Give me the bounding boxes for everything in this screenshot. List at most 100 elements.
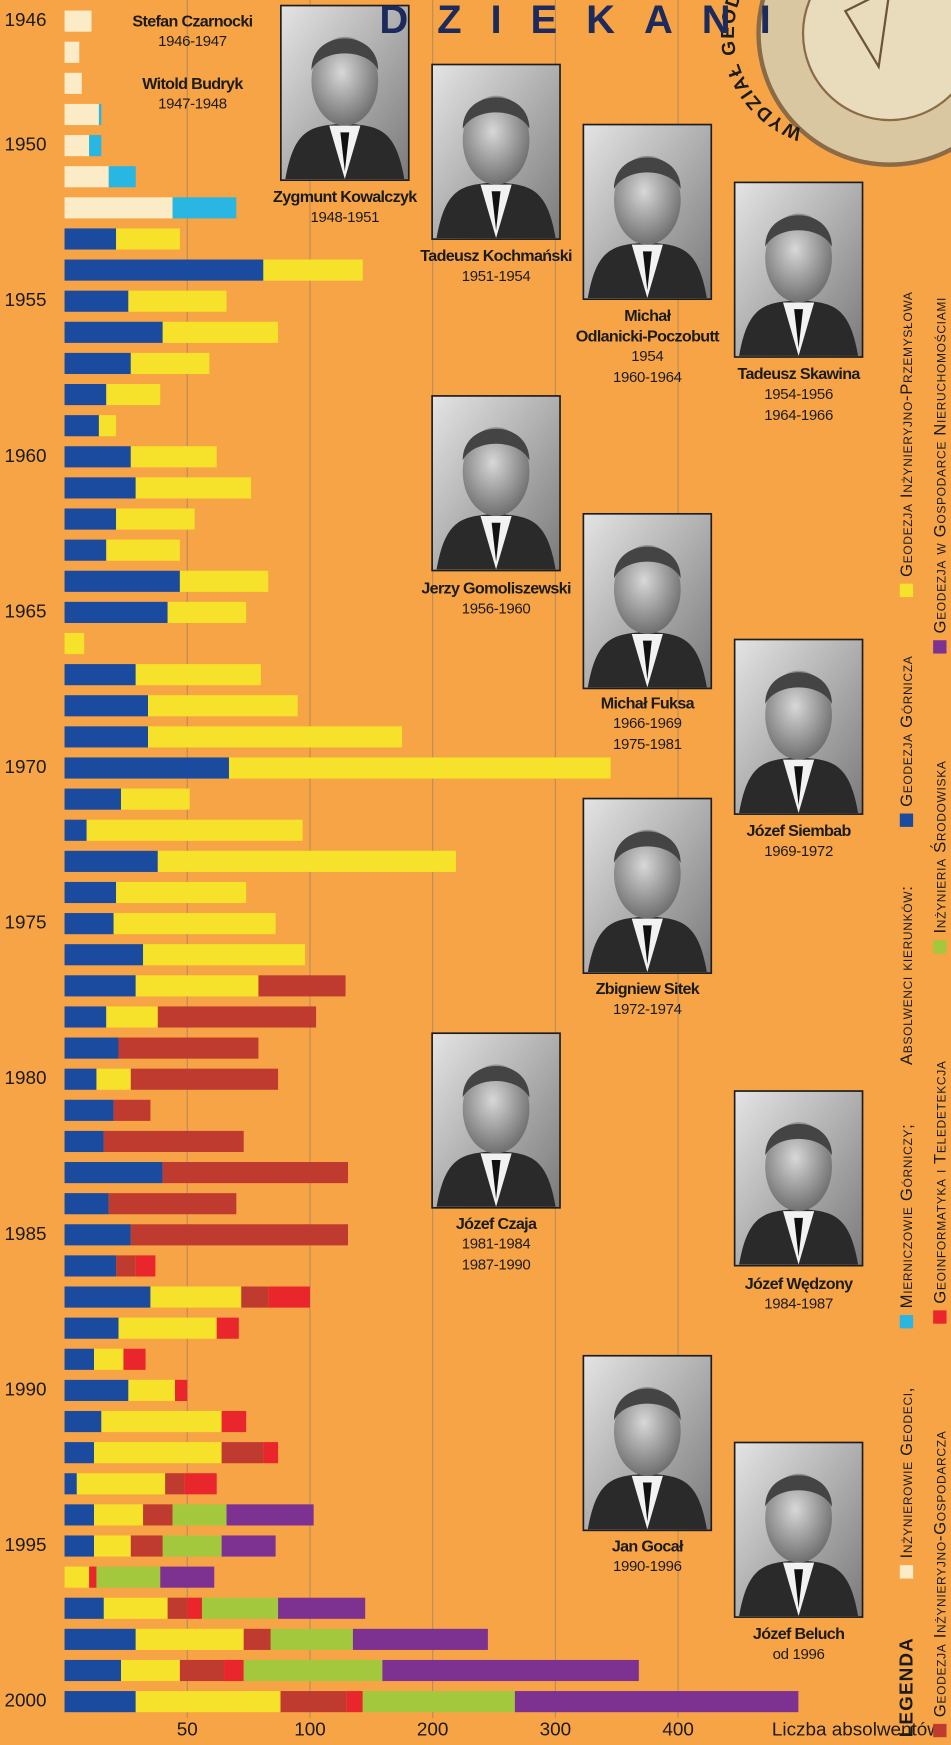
bar-segment [185,1473,217,1494]
bar-segment [65,1286,151,1307]
bar-segment [65,446,131,467]
y-tick-label: 1946 [4,10,46,31]
bar-segment [128,291,226,312]
y-tick-label: 1950 [4,135,46,156]
bar-segment [180,1660,224,1681]
bar-segment [65,415,99,436]
bar-segment [65,540,107,561]
bar-segment [65,477,136,498]
bar-segment [89,135,101,156]
y-tick-label: 1965 [4,601,46,622]
bar-segment [106,540,180,561]
legend-label: Inżynieria Środowiska [930,760,949,933]
bar-segment [65,135,90,156]
bar-segment [119,1038,259,1059]
dean-name: Michał Fuksa [601,694,696,712]
bar-segment [382,1660,638,1681]
bar-segment [96,1567,160,1588]
y-tick-label: 1990 [4,1379,46,1400]
bar-segment [119,1318,217,1339]
legend-swatch [900,1315,913,1328]
bar-segment [106,384,160,405]
bar-segment [65,882,117,903]
portrait [583,799,711,974]
bar-segment [160,1567,214,1588]
bar-segment [175,1380,187,1401]
dean-term: 1964-1966 [764,407,833,424]
bar-segment [136,477,251,498]
legend-swatch [933,940,946,953]
bar-segment [222,1411,247,1432]
bar-segment [65,508,117,529]
portrait [432,1033,560,1208]
bar-segment [222,1442,264,1463]
title: DZIEKANI [379,0,799,42]
portrait [735,1442,863,1617]
bar-segment [65,789,121,810]
x-tick-label: 400 [662,1720,694,1741]
dean-term: 1956-1960 [462,600,531,617]
bar-segment [268,1286,310,1307]
dean-name: Tadeusz Skawina [737,365,861,383]
dean-term: 1946-1947 [158,33,227,50]
bar-segment [131,446,217,467]
bar-segment [163,322,278,343]
bar-segment [94,1442,222,1463]
bar-segment [116,228,180,249]
bar-segment [65,166,109,187]
bar-segment [136,664,261,685]
dean-name: Józef Czaja [456,1215,538,1233]
bar-segment [143,1504,172,1525]
bar-segment [123,1349,145,1370]
bar-segment [347,1691,363,1712]
dean-name: Józef Beluch [753,1625,844,1643]
bar-segment [104,1598,168,1619]
bar-segment [65,260,264,281]
legend-swatch [933,1724,946,1737]
bar-segment [131,1224,348,1245]
bar-segment [65,42,80,63]
bar-segment [244,1660,383,1681]
bar-segment [131,1535,163,1556]
dean-term: 1954 [631,348,663,365]
portrait [735,639,863,814]
bar-segment [65,633,85,654]
legend-label: Mierniczowie Górniczy; [897,1124,916,1309]
bar-segment [258,975,345,996]
bar-segment [104,1131,244,1152]
bar-segment [94,1349,123,1370]
dean-name: Witold Budryk [142,75,243,93]
y-tick-label: 1960 [4,446,46,467]
bar-segment [168,1598,188,1619]
dean-term: 1960-1964 [613,369,682,386]
legend-swatch [900,1565,913,1578]
bar-segment [187,1598,202,1619]
dean-term: 1981-1984 [462,1235,531,1252]
bar-segment [94,1535,131,1556]
legend-label: Geodezja w Gospodarce Nieruchomościami [930,297,949,634]
bar-segment [65,104,99,125]
bar-segment [109,1193,237,1214]
bar-segment [65,664,136,685]
bar-segment [87,820,303,841]
portrait [583,125,711,300]
dean-term: 1987-1990 [462,1257,531,1274]
bar-segment [121,789,190,810]
legend: LEGENDAInżynierowie Geodeci,Mierniczowie… [897,291,950,1737]
legend-label: Geodezja Górnicza [897,656,916,807]
bar-segment [136,1691,281,1712]
dean-term: 1948-1951 [310,209,379,226]
bar-segment [515,1691,798,1712]
bar-segment [121,1660,180,1681]
bar-segment [148,695,298,716]
bar-segment [278,1598,365,1619]
bar-segment [202,1598,278,1619]
legend-note: Absolwenci kierunków: [897,885,916,1065]
bar-segment [65,353,131,374]
y-tick-label: 2000 [4,1691,46,1712]
bar-segment [163,1162,348,1183]
dean-name: Zbigniew Sitek [596,980,700,998]
bar-segment [241,1286,268,1307]
x-tick-label: 300 [540,1720,572,1741]
